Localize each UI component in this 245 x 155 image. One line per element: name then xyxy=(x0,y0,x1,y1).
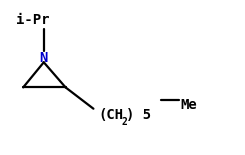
Text: Me: Me xyxy=(181,98,197,112)
Text: i-Pr: i-Pr xyxy=(16,13,50,27)
Text: ) 5: ) 5 xyxy=(126,108,151,122)
Text: 2: 2 xyxy=(121,117,127,127)
Text: (CH: (CH xyxy=(98,108,123,122)
Text: N: N xyxy=(40,51,48,65)
